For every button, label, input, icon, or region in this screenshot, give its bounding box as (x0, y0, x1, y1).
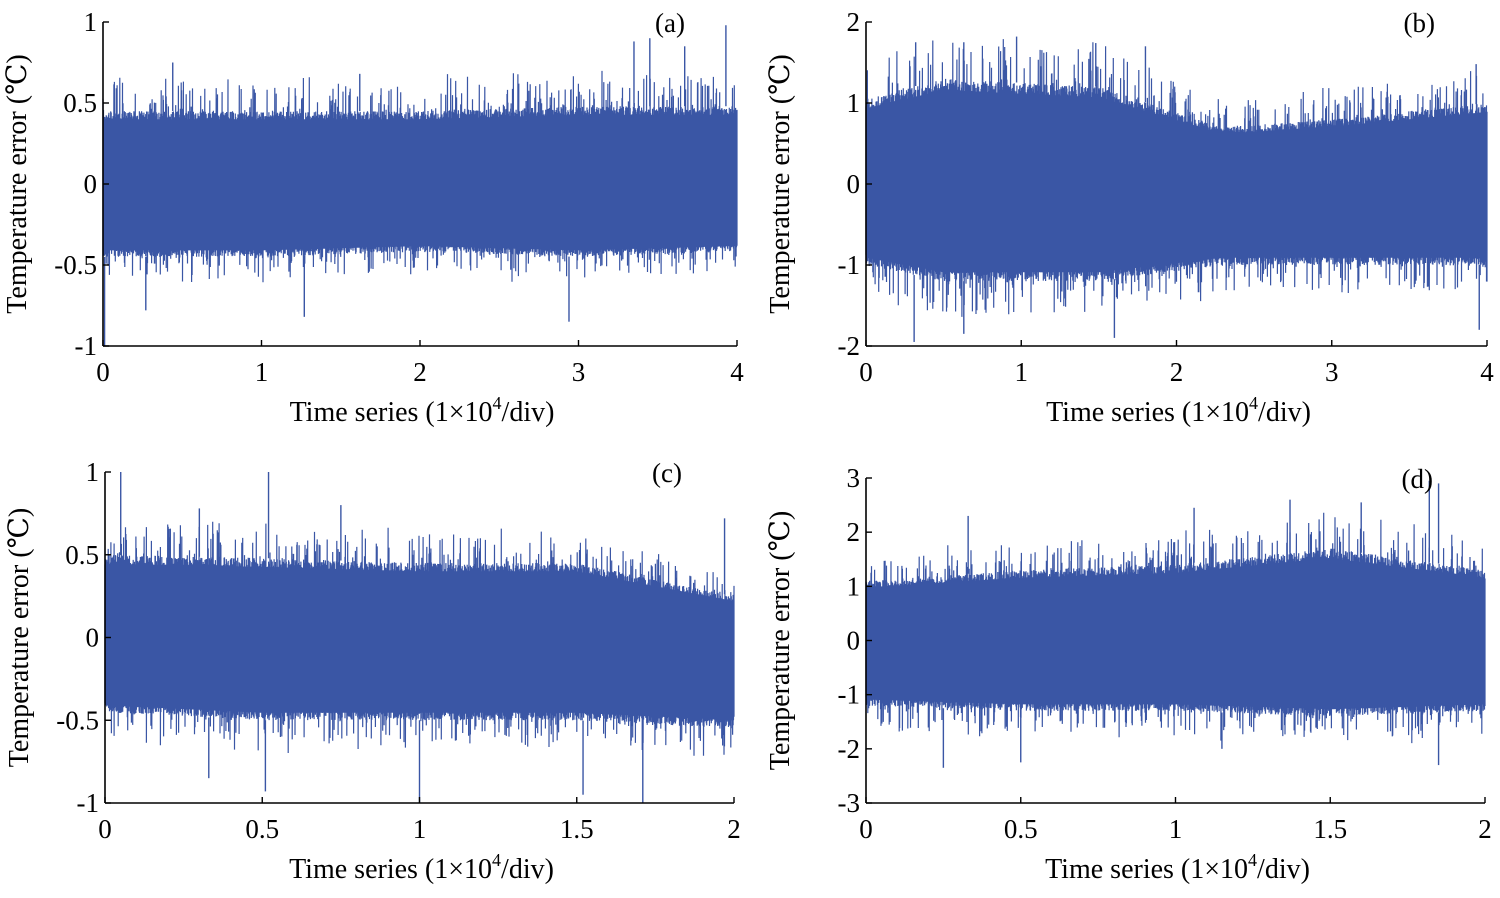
panel-label: (c) (652, 458, 682, 488)
x-tick-label: 0 (96, 357, 110, 387)
x-tick-label: 3 (572, 357, 586, 387)
chart-panel-d: 0 0.5 1 1.5 2 -3 -2 -1 0 1 2 3 (d) Time series (1×104… (765, 463, 1492, 885)
y-tick-label: 2 (847, 7, 861, 37)
x-axis-label: Time series (1×104/div) (290, 393, 555, 428)
y-tick-label: 1 (847, 571, 861, 601)
x-tick-label: 0 (859, 357, 873, 387)
y-tick-label: -2 (838, 331, 861, 361)
y-tick-label: -0.5 (56, 705, 99, 735)
y-tick-label: -1 (77, 788, 100, 818)
y-axis-label: Temperature error (℃) (2, 54, 33, 313)
y-tick-label: -2 (838, 734, 861, 764)
y-axis-label: Temperature error (℃) (765, 54, 796, 313)
x-tick-label: 0.5 (245, 814, 279, 844)
panel-label: (b) (1404, 8, 1435, 38)
y-tick-label: 2 (847, 517, 861, 547)
x-tick-label: 0 (859, 814, 873, 844)
x-tick-label: 1 (1015, 357, 1029, 387)
chart-panel-b: 0 1 2 3 4 -2 -1 0 1 2 (b) Time series (1×104/div) Te… (765, 7, 1494, 428)
x-tick-label: 3 (1325, 357, 1339, 387)
y-tick-label: -1 (838, 680, 861, 710)
y-tick-label: 0 (86, 623, 100, 653)
y-tick-label: 0 (847, 626, 861, 656)
x-tick-label: 1 (1169, 814, 1183, 844)
panel-label: (a) (655, 8, 685, 38)
x-axis-label: Time series (1×104/div) (289, 850, 554, 885)
y-tick-label: -1 (838, 250, 861, 280)
series-band (103, 114, 737, 251)
x-tick-label: 2 (1170, 357, 1184, 387)
y-tick-label: -1 (75, 331, 98, 361)
series-band (866, 558, 1485, 710)
y-axis-label: Temperature error (℃) (4, 508, 35, 767)
x-axis-label: Time series (1×104/div) (1045, 850, 1310, 885)
y-tick-label: 0.5 (63, 88, 97, 118)
y-axis-label: Temperature error (℃) (765, 511, 796, 770)
y-tick-label: 0 (84, 169, 98, 199)
series-band (866, 90, 1487, 273)
y-tick-label: -3 (838, 788, 861, 818)
x-tick-label: 2 (727, 814, 741, 844)
x-tick-label: 0 (98, 814, 112, 844)
y-tick-label: 1 (847, 88, 861, 118)
x-tick-label: 1 (413, 814, 427, 844)
y-tick-label: -0.5 (54, 250, 97, 280)
x-tick-label: 1 (255, 357, 269, 387)
x-tick-label: 2 (413, 357, 427, 387)
x-tick-label: 1.5 (560, 814, 594, 844)
series-band (105, 563, 734, 721)
y-tick-label: 1 (86, 457, 100, 487)
y-tick-label: 0.5 (65, 540, 99, 570)
chart-panel-a: 0 1 2 3 4 -1 -0.5 0 0.5 1 (a) Time series (1×104/di… (2, 7, 744, 428)
x-tick-label: 4 (730, 357, 744, 387)
y-tick-label: 3 (847, 463, 861, 493)
y-tick-label: 0 (847, 169, 861, 199)
x-tick-label: 1.5 (1313, 814, 1347, 844)
x-tick-label: 4 (1480, 357, 1494, 387)
x-tick-label: 2 (1478, 814, 1492, 844)
x-tick-label: 0.5 (1004, 814, 1038, 844)
panel-label: (d) (1402, 464, 1433, 494)
chart-panel-c: 0 0.5 1 1.5 2 -1 -0.5 0 0.5 1 (c) Time series (1×10… (4, 457, 741, 885)
x-axis-label: Time series (1×104/div) (1046, 393, 1311, 428)
y-tick-label: 1 (84, 7, 98, 37)
